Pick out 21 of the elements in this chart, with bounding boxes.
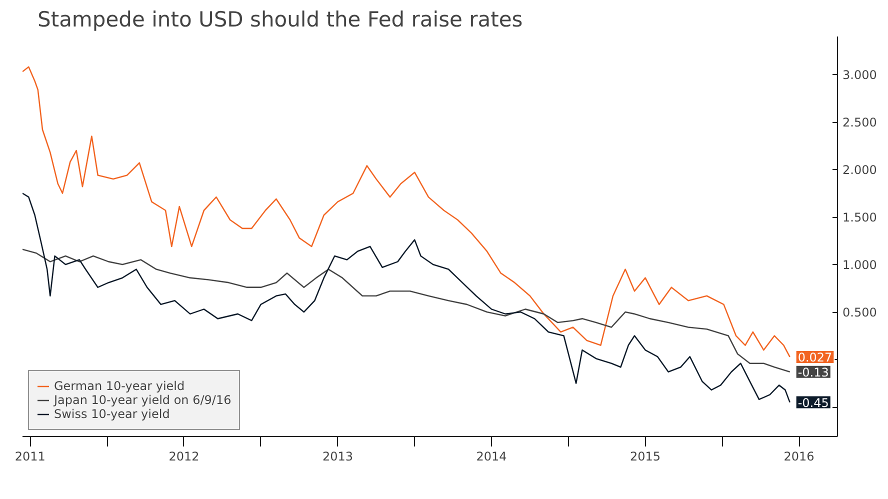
y-tick-label: 0.500 [842, 306, 877, 320]
data-label: 0.027 [798, 350, 832, 364]
data-label: -0.13 [798, 365, 829, 380]
chart-title: Stampede into USD should the Fed raise rates [38, 8, 523, 32]
legend-label: Japan 10-year yield on 6/9/16 [54, 393, 232, 407]
line-series [22, 248, 790, 373]
x-tick-label: 2013 [322, 450, 354, 464]
line-series [22, 66, 790, 358]
x-tick-label: 2016 [784, 450, 814, 464]
legend-label: German 10-year yield [54, 379, 185, 393]
x-tick-label: 2014 [476, 450, 507, 464]
y-tick-label: 2.000 [842, 163, 877, 178]
y-tick-label: 1.500 [842, 210, 877, 225]
x-tick-label: 2015 [630, 450, 661, 464]
x-tick-label: 2011 [14, 450, 46, 464]
y-tick-label: 3.000 [842, 68, 877, 82]
x-tick-label: 2012 [168, 450, 200, 464]
legend-label: Swiss 10-year yield [54, 407, 170, 421]
y-tick-label: 2.500 [842, 116, 877, 130]
data-label: -0.45 [798, 396, 829, 410]
y-tick-label: 1.000 [842, 258, 877, 272]
